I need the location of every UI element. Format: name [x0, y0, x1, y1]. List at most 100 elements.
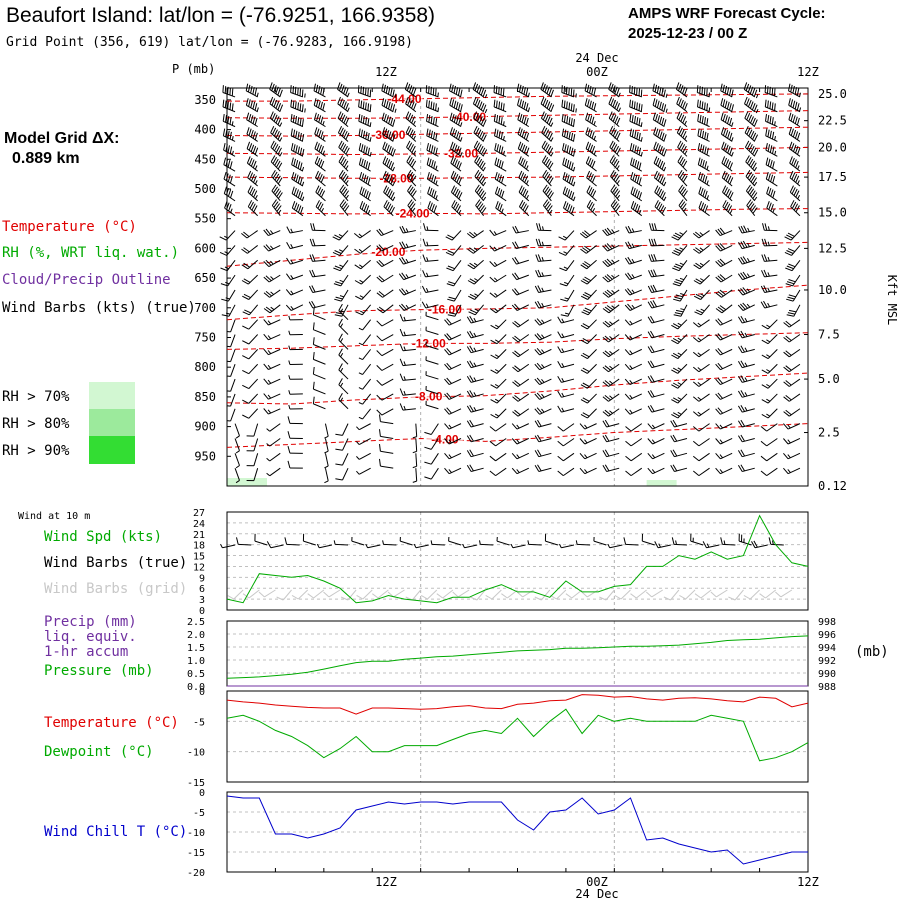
wind-barb-true [527, 540, 542, 546]
wind-barb-feather [788, 141, 793, 149]
wind-barb-feather [378, 306, 386, 312]
wind-barb-feather [511, 423, 518, 430]
wind-barb-feather [245, 83, 249, 91]
wind-barb-feather [511, 438, 518, 445]
wind-barb-feather [453, 129, 458, 138]
model-grid-value: 0.889 km [12, 150, 80, 167]
wind-barb-half-feather [561, 407, 565, 412]
wind-barb-feather [277, 88, 281, 96]
wind-barb-half-feather [270, 276, 274, 280]
wind-barb [242, 378, 259, 390]
wind-barb-staff [247, 274, 259, 285]
wind-barb-feather [474, 155, 479, 163]
wind-barb-feather [672, 367, 680, 373]
wind-barb-half-feather [322, 120, 325, 126]
wind-barb [541, 155, 554, 172]
wind-barb-feather [740, 330, 746, 338]
wind-barb [760, 438, 778, 447]
wind-barb-staff [607, 274, 620, 283]
wind-barb-feather [444, 319, 450, 326]
wind-barb-grid [452, 589, 470, 598]
wind-barb-feather [342, 173, 348, 181]
wind-barb-half-feather [541, 334, 545, 339]
wind-barb-staff [380, 465, 394, 469]
wind-barb-feather [547, 160, 552, 168]
wind-barb-feather [744, 140, 750, 148]
wind-barb [398, 272, 416, 281]
wind-barb [426, 157, 439, 172]
wind-barb-staff [698, 348, 710, 358]
wind-barb [560, 289, 575, 302]
wind-barb [338, 303, 349, 321]
wind-barb-feather [743, 82, 748, 90]
wind-barb-feather [717, 347, 723, 355]
wind-barb-feather [269, 82, 273, 90]
wind-barb-feather [313, 98, 317, 106]
wind-barb-half-feather [542, 226, 544, 231]
wind-barb-feather [432, 102, 435, 110]
wind-barb-half-feather [744, 406, 748, 412]
wind-barb-feather [466, 465, 472, 472]
height-tick-label: 7.5 [818, 328, 840, 342]
wind-barb [425, 385, 439, 395]
wind-barb-staff [223, 178, 236, 187]
wind-barb-half-feather [403, 376, 406, 381]
wind-barb-feather [785, 267, 793, 272]
pressure-tick-label: 500 [194, 182, 216, 196]
wind-barb-feather [310, 223, 313, 231]
wind-barb-feather [341, 201, 347, 208]
wind-barb-feather [761, 384, 769, 389]
precip-ytick-label: 2.0 [187, 630, 205, 641]
wind-barb [246, 453, 259, 467]
wind-barb-feather [426, 128, 429, 136]
wind-barb-feather [383, 113, 387, 122]
wind-barb-feather [265, 259, 272, 266]
wind-barb-grid-staff [393, 589, 405, 598]
wind-barb-feather [604, 259, 611, 266]
wind-barb-true-feather [236, 537, 239, 545]
wind-barb-feather [582, 337, 590, 343]
wind-barb-feather [385, 85, 389, 94]
wind-barb-feather [449, 83, 452, 91]
wind-barb [445, 230, 462, 241]
wind-barb-staff [362, 408, 372, 420]
wind-barb-feather [720, 98, 724, 106]
wind-barb-feather [430, 130, 433, 139]
wind-barb-feather [467, 248, 474, 254]
wind-barb-feather [534, 420, 540, 428]
wind-barb [466, 375, 484, 383]
wind-barb [562, 157, 576, 172]
wind-barb-feather [458, 177, 463, 185]
wind-barb-feather [785, 283, 793, 287]
wind-barb [490, 408, 507, 419]
wind-barb-feather [469, 315, 474, 323]
wind-barb-staff [584, 452, 597, 460]
wind-barb-feather [737, 375, 743, 383]
wind-barb [425, 371, 439, 380]
wind-barb-feather [291, 157, 294, 165]
wind-barb [715, 289, 733, 298]
wind-barb-feather [699, 129, 702, 137]
wind-barb-feather [550, 104, 555, 112]
wind-barb-feather [706, 88, 708, 96]
wind-barb-feather [737, 273, 743, 280]
wind-barb [286, 257, 303, 265]
wind-barb [271, 169, 283, 187]
wind-barb-feather [650, 330, 655, 338]
wind-barb-feather [493, 85, 495, 93]
wind-barb-feather [682, 101, 686, 109]
wind-barb-feather [360, 115, 363, 123]
wind-barb [309, 238, 326, 247]
wind-barb-feather [469, 449, 474, 457]
wind-barb-feather [469, 309, 478, 314]
wind-barb-half-feather [629, 409, 633, 414]
wind-barb-feather [657, 144, 661, 152]
wind-barb-half-feather [301, 196, 305, 201]
wind-barb-feather [514, 303, 520, 310]
wind-barb [715, 227, 733, 237]
wind-barb [412, 423, 418, 439]
wind-barb-feather [717, 244, 724, 251]
wind-barb [746, 199, 758, 217]
wind-barb-feather [428, 144, 432, 152]
wind-barb-feather [295, 159, 299, 168]
